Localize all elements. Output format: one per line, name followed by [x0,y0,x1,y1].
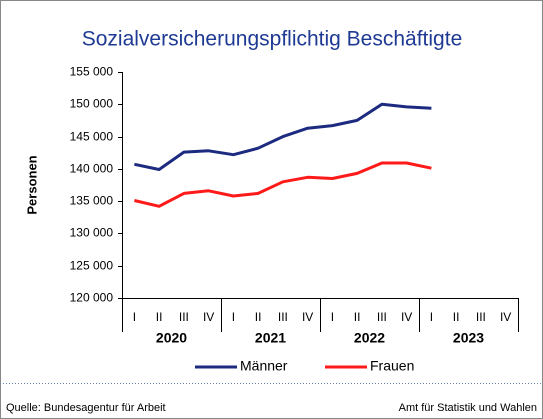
y-tick-label: 150 000 [70,97,114,111]
x-tick-label: IV [203,310,214,324]
x-tick-label: II [255,310,262,324]
y-axis-label: Personen [24,155,39,214]
y-tick-label: 125 000 [70,259,114,273]
y-tick-label: 135 000 [70,194,114,208]
y-tick-label: 130 000 [70,226,114,240]
x-tick-label: III [278,310,288,324]
y-tick-label: 120 000 [70,291,114,305]
x-tick-label: II [156,310,163,324]
x-tick-label: III [179,310,189,324]
x-tick-label: III [476,310,486,324]
x-tick-label: I [232,310,235,324]
x-tick-label: IV [302,310,313,324]
series-line [134,102,432,171]
series-line [134,161,432,208]
x-tick-label: IV [401,310,412,324]
year-label: 2022 [354,330,385,346]
y-tick-label: 145 000 [70,130,114,144]
y-tick-label: 140 000 [70,162,114,176]
x-tick-label: I [430,310,433,324]
x-tick-label: IV [500,310,511,324]
year-label: 2021 [255,330,286,346]
x-tick-label: III [377,310,387,324]
x-tick-label: I [133,310,136,324]
x-tick-label: II [453,310,460,324]
chart-title: Sozialversicherungspflichtig Beschäftigt… [82,28,463,51]
year-label: 2020 [156,330,187,346]
legend-label: Frauen [370,358,414,374]
legend-label: Männer [240,358,288,374]
year-label: 2023 [453,330,484,346]
source: Quelle: Bundesagentur für Arbeit [6,402,166,414]
y-tick-label: 155 000 [70,65,114,79]
publisher: Amt für Statistik und Wahlen [399,402,537,414]
x-tick-label: II [354,310,361,324]
x-tick-label: I [331,310,334,324]
